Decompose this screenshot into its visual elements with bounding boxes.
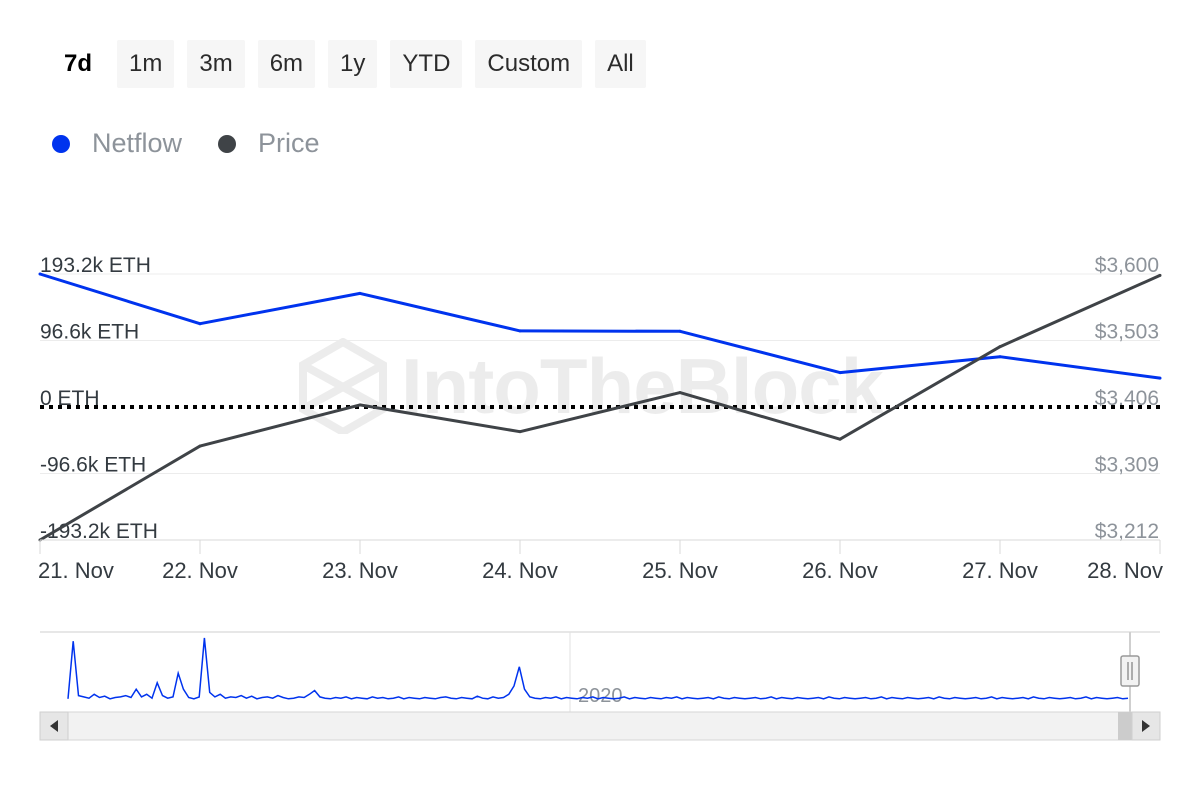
- scroll-right-arrow-icon: [1142, 720, 1150, 732]
- legend-label-netflow: Netflow: [92, 128, 183, 158]
- y-axis-right: $3,600 $3,503 $3,406 $3,309 $3,212: [1095, 254, 1159, 543]
- y-left-tick-label: 96.6k ETH: [40, 321, 139, 344]
- range-button-all[interactable]: All: [595, 40, 646, 88]
- x-tick-label: 22. Nov: [162, 558, 238, 583]
- data-point-price: [518, 430, 522, 434]
- series-line-price: [39, 274, 1161, 542]
- data-point-price: [678, 391, 682, 395]
- series: [38, 272, 1162, 542]
- x-tick-label: 24. Nov: [482, 558, 558, 583]
- y-right-tick-label: $3,600: [1095, 254, 1159, 277]
- x-tick-label: 21. Nov: [38, 558, 114, 583]
- y-left-tick-label: -193.2k ETH: [40, 520, 158, 543]
- scrollbar-track[interactable]: [39, 711, 1161, 741]
- data-point-price: [1158, 273, 1162, 277]
- y-right-tick-label: $3,503: [1095, 321, 1159, 344]
- data-point-netflow: [1158, 376, 1162, 380]
- range-button-6m[interactable]: 6m: [257, 40, 316, 88]
- x-tick-label: 28. Nov: [1087, 558, 1163, 583]
- data-point-netflow: [998, 355, 1002, 359]
- navigator-series-line: [67, 637, 1129, 700]
- y-axis-left: 193.2k ETH 96.6k ETH 0 ETH -96.6k ETH -193.2…: [40, 254, 158, 543]
- y-right-tick-label: $3,309: [1095, 454, 1159, 477]
- navigator-handle[interactable]: [1120, 655, 1140, 687]
- data-point-price: [358, 403, 362, 407]
- range-selector: 7d 1m 3m 6m 1y YTD Custom All: [52, 40, 646, 88]
- y-left-tick-label: 0 ETH: [40, 387, 100, 410]
- range-button-custom[interactable]: Custom: [475, 40, 583, 88]
- navigator-year-label: 2020: [578, 685, 623, 707]
- chart-legend: Netflow Price: [52, 128, 356, 159]
- x-axis: 21. Nov 22. Nov 23. Nov 24. Nov 25. Nov 26. N…: [38, 539, 1163, 583]
- scrollbar-thumb[interactable]: [1118, 712, 1132, 740]
- data-point-netflow: [198, 322, 202, 326]
- range-button-1m[interactable]: 1m: [117, 40, 175, 88]
- x-tick-label: 27. Nov: [962, 558, 1038, 583]
- legend-dot-price: [218, 134, 237, 153]
- data-point-netflow: [518, 329, 522, 333]
- data-point-netflow: [358, 291, 362, 295]
- legend-dot-netflow: [52, 134, 70, 153]
- data-point-price: [998, 345, 1002, 349]
- legend-item-netflow[interactable]: Netflow: [52, 128, 182, 159]
- range-button-1y[interactable]: 1y: [328, 40, 378, 88]
- legend-item-price[interactable]: Price: [218, 128, 320, 159]
- data-point-price: [838, 437, 842, 441]
- x-tick-label: 25. Nov: [642, 558, 718, 583]
- y-right-tick-label: $3,212: [1095, 520, 1159, 543]
- x-tick-label: 26. Nov: [802, 558, 878, 583]
- scroll-left-arrow-icon: [50, 720, 58, 732]
- y-right-tick-label: $3,406: [1095, 387, 1159, 410]
- range-button-7d[interactable]: 7d: [64, 50, 93, 77]
- legend-label-price: Price: [258, 128, 320, 158]
- data-point-netflow: [838, 371, 842, 375]
- navigator[interactable]: 2020: [39, 631, 1161, 741]
- y-left-tick-label: 193.2k ETH: [40, 254, 151, 277]
- data-point-netflow: [678, 329, 682, 333]
- x-tick-label: 23. Nov: [322, 558, 398, 583]
- series-line-netflow: [39, 272, 1161, 380]
- data-point-netflow: [38, 272, 42, 276]
- data-point-price: [198, 444, 202, 448]
- y-left-tick-label: -96.6k ETH: [40, 454, 146, 477]
- scrollbar-left-button[interactable]: [39, 711, 69, 741]
- range-button-ytd[interactable]: YTD: [390, 40, 463, 88]
- range-button-3m[interactable]: 3m: [187, 40, 245, 88]
